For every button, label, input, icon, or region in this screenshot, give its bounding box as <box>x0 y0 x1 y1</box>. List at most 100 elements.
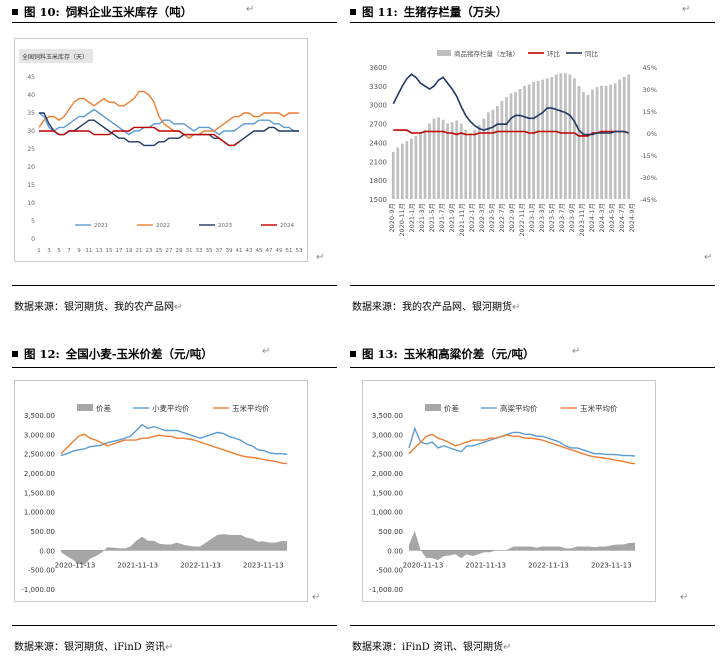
legend-swatch <box>425 404 441 411</box>
y-tick-label: 1,500.00 <box>372 489 403 497</box>
y-tick-label: 0 <box>31 236 35 243</box>
return-mark-icon: ↵ <box>680 592 689 603</box>
return-mark-icon: ↵ <box>312 592 321 603</box>
bar-stock <box>396 147 400 199</box>
legend-label: 2021 <box>94 223 108 229</box>
bar-stock <box>618 79 622 199</box>
y-left-tick-label: 1500 <box>369 196 387 204</box>
x-tick-label: 2020-9月 <box>388 203 396 233</box>
legend-label: 2022 <box>156 223 170 229</box>
fig13-chart: 3,500.00 3,000.00 2,500.00 2,000.00 1,500.00… <box>369 403 636 594</box>
x-tick-label: 7 <box>67 248 71 254</box>
fig10-source: 数据来源：银河期货、我的农产品网↵ <box>14 302 183 313</box>
fig11-caption: 生猪存栏量（万头） <box>403 5 508 19</box>
y-tick-label: 1,000.00 <box>24 509 55 517</box>
y-tick-label: 35 <box>27 110 35 117</box>
y-tick-label: 20 <box>27 164 35 171</box>
fig10-chart-frame: 全国饲料玉米库存（天） 0 5 10 15 20 25 30 35 40 45 1 3 5 7 9 11 13 15… <box>14 38 308 262</box>
x-tick-label: 11 <box>86 248 93 254</box>
y-tick-label: 10 <box>27 200 35 207</box>
return-mark-icon: ↵ <box>246 4 255 15</box>
bar-stock <box>414 136 418 199</box>
bar-stock <box>441 119 445 199</box>
y-tick-label: 3,000.00 <box>372 431 403 439</box>
x-tick-label: 17 <box>116 248 123 254</box>
x-tick-label: 2021-11-13 <box>117 561 158 569</box>
bar-stock <box>527 84 531 199</box>
x-tick-label: 2024-3月 <box>598 203 606 233</box>
x-tick-label: 27 <box>166 248 173 254</box>
y-tick-label: 15 <box>27 182 35 189</box>
fig10-title: 图 10: 饲料企业玉米库存（吨） <box>12 4 192 20</box>
x-tick-label: 2021-7月 <box>438 203 446 233</box>
bar-stock <box>536 80 540 199</box>
bar-stock <box>622 77 626 199</box>
y-tick-label: 3,500.00 <box>24 412 55 420</box>
x-tick-label: 2021-3月 <box>418 203 426 233</box>
bar-stock <box>627 74 631 199</box>
y-tick-label: 2,500.00 <box>372 451 403 459</box>
y-tick-label: 2,000.00 <box>372 470 403 478</box>
x-tick-label: 2022-11-13 <box>528 561 569 569</box>
fig11-title: 图 11: 生猪存栏量（万头） <box>350 4 507 20</box>
x-tick-label: 2022-11-13 <box>180 561 221 569</box>
bar-stock <box>455 120 459 199</box>
y-right-tick-label: 30% <box>643 86 657 94</box>
y-tick-label: -500.00 <box>376 567 403 575</box>
fig10-bottom-rule <box>12 285 337 286</box>
fig11-bottom-rule <box>350 285 715 286</box>
y-tick-label: 1,500.00 <box>24 489 55 497</box>
series-line-玉米平均价 <box>60 433 288 465</box>
y-tick-label: -500.00 <box>28 567 55 575</box>
x-tick-label: 9 <box>77 248 81 254</box>
fig12-title: 图 12: 全国小麦-玉米价差（元/吨） <box>12 346 213 362</box>
fig13-bottom-rule <box>350 625 715 626</box>
chart-title: 全国饲料玉米库存（天） <box>22 53 88 61</box>
y-right-tick-label: -15% <box>640 152 657 160</box>
bar-stock <box>545 78 549 199</box>
y-left-tick-label: 2100 <box>369 158 387 166</box>
x-tick-label: 47 <box>266 248 273 254</box>
bullet-icon <box>12 9 18 15</box>
bar-stock <box>491 109 495 199</box>
x-tick-label: 1 <box>37 248 41 254</box>
x-tick-label: 23 <box>146 248 153 254</box>
x-tick-label: 3 <box>47 248 51 254</box>
bar-stock <box>609 84 612 199</box>
x-tick-label: 2023-9月 <box>568 203 576 233</box>
legend-label: 玉米平均价 <box>580 403 618 413</box>
bar-stock <box>509 93 513 199</box>
y-tick-label: 500.00 <box>31 528 56 536</box>
bar-stock <box>432 118 436 199</box>
bar-stock <box>405 141 409 199</box>
y-tick-label: 0.00 <box>387 547 403 555</box>
bar-stock <box>550 77 554 199</box>
y-tick-label: 3,500.00 <box>372 412 403 420</box>
bar-stock <box>477 124 481 199</box>
bar-stock <box>446 123 449 199</box>
series-line-2022 <box>38 90 299 140</box>
bullet-icon <box>350 351 356 357</box>
x-tick-label: 2021-1月 <box>408 203 416 233</box>
x-tick-label: 2023-11月 <box>578 203 586 237</box>
y-tick-label: 45 <box>27 74 35 81</box>
fig10-caption: 饲料企业玉米库存（吨） <box>65 5 193 19</box>
bar-stock <box>595 87 599 199</box>
y-tick-label: -1,000.00 <box>369 586 403 594</box>
y-right-tick-label: 45% <box>643 64 657 72</box>
legend-label: 价差 <box>96 403 111 413</box>
bar-stock <box>559 73 563 199</box>
x-tick-label: 2022-7月 <box>498 203 506 233</box>
x-tick-label: 13 <box>96 248 103 254</box>
fig12-source: 数据来源：银河期货、iFinD 资讯↵ <box>14 642 174 653</box>
bar-stock <box>577 85 581 199</box>
bar-stock <box>437 117 440 199</box>
bar-stock <box>541 79 545 199</box>
series-line-同比 <box>392 73 629 136</box>
fig11-rule <box>350 22 715 23</box>
y-left-tick-label: 3300 <box>369 83 387 91</box>
bar-stock <box>568 74 572 199</box>
y-right-tick-label: -30% <box>640 174 657 182</box>
x-tick-label: 2022-9月 <box>508 203 516 233</box>
